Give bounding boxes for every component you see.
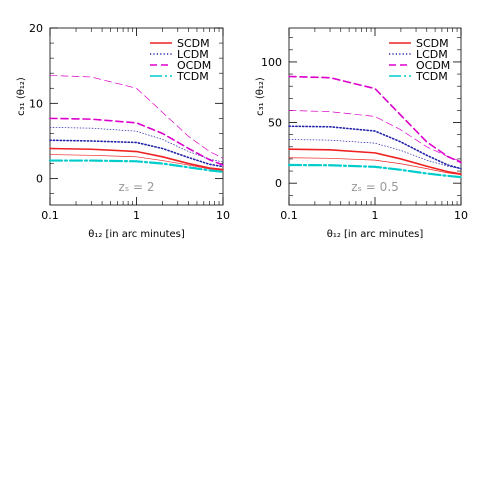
y-tick-label: 0 (36, 173, 43, 186)
legend-label-scdm: SCDM (416, 37, 449, 50)
x-tick-label: 10 (454, 209, 468, 222)
x-tick-label: 10 (216, 209, 230, 222)
series-line-solid-thin (49, 154, 224, 171)
redshift-annotation: zₛ = 2 (118, 180, 154, 194)
x-tick-label: 0.1 (41, 209, 59, 222)
series-line-solid-thin (288, 157, 462, 176)
series-line-dotted-thin (288, 139, 462, 169)
legend-label-lcdm: LCDM (416, 48, 448, 61)
y-axis-label: c₃₁ (θ₁₂) (255, 77, 266, 116)
legend-label-scdm: SCDM (177, 37, 210, 50)
y-tick-label: 50 (268, 117, 282, 130)
y-tick-label: 0 (275, 177, 282, 190)
legend-label-tcdm: TCDM (415, 70, 448, 83)
legend-label-tcdm: TCDM (176, 70, 209, 83)
series-line-scdm (49, 147, 224, 171)
legend-label-lcdm: LCDM (177, 48, 209, 61)
x-tick-label: 0.1 (280, 209, 298, 222)
series-line-scdm (288, 148, 462, 175)
y-tick-label: 100 (261, 56, 282, 69)
x-axis-label: θ₁₂ [in arc minutes] (88, 229, 185, 240)
x-axis-label: θ₁₂ [in arc minutes] (327, 229, 424, 240)
y-tick-label: 10 (29, 97, 43, 110)
series-line-lcdm (288, 125, 462, 170)
series-line-tcdm (48, 159, 225, 173)
y-tick-label: 20 (29, 22, 43, 35)
x-tick-label: 1 (372, 209, 379, 222)
series-line-tcdm (287, 163, 463, 179)
series-line-dashed-thin (49, 75, 224, 159)
legend-label-ocdm: OCDM (416, 59, 450, 72)
legend-label-ocdm: OCDM (177, 59, 211, 72)
series-line-lcdm (49, 139, 224, 168)
x-tick-label: 1 (133, 209, 140, 222)
series-line-dashed-thin (288, 110, 462, 162)
series-line-ocdm (49, 117, 224, 166)
redshift-annotation: zₛ = 0.5 (351, 180, 399, 194)
y-axis-label: c₃₁ (θ₁₂) (16, 77, 27, 116)
